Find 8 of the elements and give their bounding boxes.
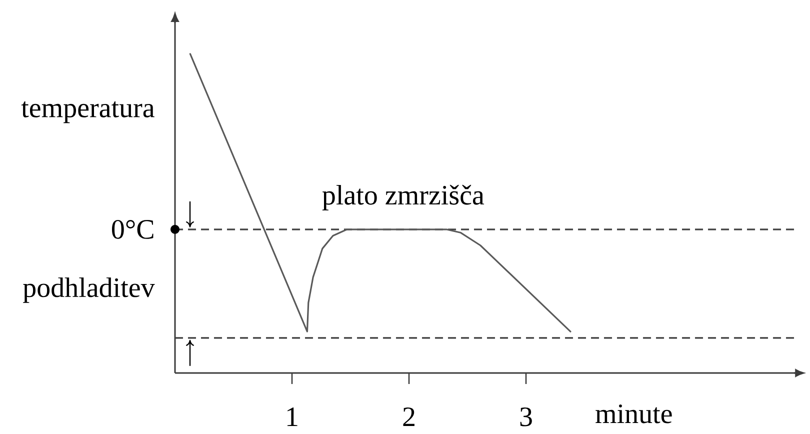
annotation: plato zmrzišča: [322, 184, 484, 210]
x-tick-label: 1: [287, 408, 298, 426]
text: podhladitev: [23, 277, 155, 303]
y-axis-title: temperatura: [21, 101, 154, 124]
x-tick-label: 3: [520, 407, 532, 426]
ref-line-label: 0°C: [112, 220, 154, 239]
x-axis-title: minute: [596, 404, 672, 424]
x-tick-label: 2: [403, 407, 414, 426]
